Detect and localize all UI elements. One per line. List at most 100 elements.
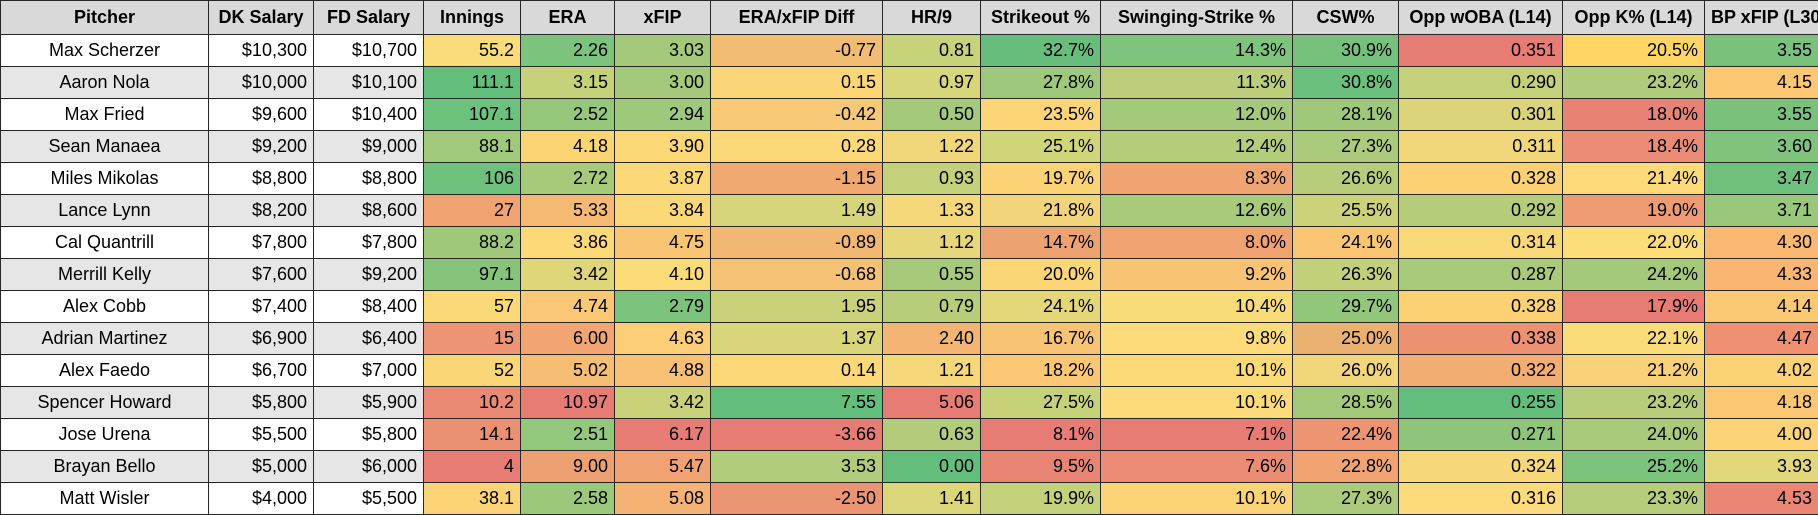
cell-bp-xfip-l30: 4.30 xyxy=(1705,227,1818,259)
cell-fd-salary: $10,700 xyxy=(314,35,424,67)
header-bp-xfip-l30: BP xFIP (L30) xyxy=(1705,1,1818,35)
cell-innings: 107.1 xyxy=(424,99,521,131)
cell-hr9: 0.50 xyxy=(883,99,981,131)
cell-era-xfip-diff: 0.15 xyxy=(711,67,883,99)
cell-era: 3.42 xyxy=(521,259,615,291)
cell-opp-woba-l14: 0.287 xyxy=(1399,259,1563,291)
cell-swinging-strike-pct: 14.3% xyxy=(1101,35,1293,67)
cell-hr9: 0.97 xyxy=(883,67,981,99)
cell-pitcher: Cal Quantrill xyxy=(1,227,209,259)
cell-xfip: 3.42 xyxy=(615,387,711,419)
cell-swinging-strike-pct: 9.2% xyxy=(1101,259,1293,291)
cell-opp-woba-l14: 0.316 xyxy=(1399,483,1563,515)
cell-era: 4.18 xyxy=(521,131,615,163)
cell-fd-salary: $9,000 xyxy=(314,131,424,163)
cell-era-xfip-diff: 1.95 xyxy=(711,291,883,323)
cell-swinging-strike-pct: 12.0% xyxy=(1101,99,1293,131)
cell-opp-k-pct-l14: 20.5% xyxy=(1563,35,1705,67)
cell-era: 2.58 xyxy=(521,483,615,515)
cell-innings: 27 xyxy=(424,195,521,227)
cell-innings: 10.2 xyxy=(424,387,521,419)
cell-pitcher: Merrill Kelly xyxy=(1,259,209,291)
cell-opp-k-pct-l14: 19.0% xyxy=(1563,195,1705,227)
cell-strikeout-pct: 25.1% xyxy=(981,131,1101,163)
cell-innings: 57 xyxy=(424,291,521,323)
cell-strikeout-pct: 19.7% xyxy=(981,163,1101,195)
cell-pitcher: Adrian Martinez xyxy=(1,323,209,355)
cell-fd-salary: $8,800 xyxy=(314,163,424,195)
cell-fd-salary: $6,000 xyxy=(314,451,424,483)
cell-hr9: 0.81 xyxy=(883,35,981,67)
cell-strikeout-pct: 18.2% xyxy=(981,355,1101,387)
cell-xfip: 3.03 xyxy=(615,35,711,67)
cell-opp-k-pct-l14: 18.0% xyxy=(1563,99,1705,131)
cell-hr9: 1.22 xyxy=(883,131,981,163)
cell-opp-woba-l14: 0.290 xyxy=(1399,67,1563,99)
cell-xfip: 4.63 xyxy=(615,323,711,355)
cell-strikeout-pct: 16.7% xyxy=(981,323,1101,355)
cell-fd-salary: $5,800 xyxy=(314,419,424,451)
cell-xfip: 3.84 xyxy=(615,195,711,227)
cell-innings: 4 xyxy=(424,451,521,483)
cell-opp-k-pct-l14: 21.2% xyxy=(1563,355,1705,387)
cell-dk-salary: $9,200 xyxy=(209,131,314,163)
cell-dk-salary: $6,900 xyxy=(209,323,314,355)
cell-fd-salary: $10,100 xyxy=(314,67,424,99)
header-strikeout-pct: Strikeout % xyxy=(981,1,1101,35)
cell-fd-salary: $6,400 xyxy=(314,323,424,355)
cell-opp-woba-l14: 0.301 xyxy=(1399,99,1563,131)
cell-opp-k-pct-l14: 24.2% xyxy=(1563,259,1705,291)
cell-strikeout-pct: 19.9% xyxy=(981,483,1101,515)
cell-era-xfip-diff: -0.77 xyxy=(711,35,883,67)
cell-strikeout-pct: 14.7% xyxy=(981,227,1101,259)
cell-csw-pct: 30.9% xyxy=(1293,35,1399,67)
cell-era: 9.00 xyxy=(521,451,615,483)
cell-pitcher: Max Fried xyxy=(1,99,209,131)
cell-swinging-strike-pct: 10.1% xyxy=(1101,355,1293,387)
cell-innings: 55.2 xyxy=(424,35,521,67)
cell-xfip: 2.79 xyxy=(615,291,711,323)
cell-opp-k-pct-l14: 17.9% xyxy=(1563,291,1705,323)
header-innings: Innings xyxy=(424,1,521,35)
cell-innings: 111.1 xyxy=(424,67,521,99)
cell-strikeout-pct: 24.1% xyxy=(981,291,1101,323)
cell-swinging-strike-pct: 7.1% xyxy=(1101,419,1293,451)
cell-xfip: 4.75 xyxy=(615,227,711,259)
cell-xfip: 5.47 xyxy=(615,451,711,483)
cell-era-xfip-diff: 1.49 xyxy=(711,195,883,227)
cell-opp-k-pct-l14: 18.4% xyxy=(1563,131,1705,163)
cell-csw-pct: 28.5% xyxy=(1293,387,1399,419)
header-xfip: xFIP xyxy=(615,1,711,35)
cell-pitcher: Alex Faedo xyxy=(1,355,209,387)
cell-pitcher: Alex Cobb xyxy=(1,291,209,323)
cell-swinging-strike-pct: 10.4% xyxy=(1101,291,1293,323)
cell-xfip: 3.00 xyxy=(615,67,711,99)
cell-bp-xfip-l30: 3.93 xyxy=(1705,451,1818,483)
cell-pitcher: Spencer Howard xyxy=(1,387,209,419)
cell-opp-woba-l14: 0.292 xyxy=(1399,195,1563,227)
cell-strikeout-pct: 27.5% xyxy=(981,387,1101,419)
cell-hr9: 1.21 xyxy=(883,355,981,387)
cell-csw-pct: 28.1% xyxy=(1293,99,1399,131)
cell-xfip: 5.08 xyxy=(615,483,711,515)
cell-bp-xfip-l30: 4.33 xyxy=(1705,259,1818,291)
cell-opp-woba-l14: 0.324 xyxy=(1399,451,1563,483)
cell-pitcher: Sean Manaea xyxy=(1,131,209,163)
cell-csw-pct: 26.6% xyxy=(1293,163,1399,195)
cell-hr9: 1.33 xyxy=(883,195,981,227)
cell-pitcher: Lance Lynn xyxy=(1,195,209,227)
cell-csw-pct: 27.3% xyxy=(1293,131,1399,163)
header-swinging-strike-pct: Swinging-Strike % xyxy=(1101,1,1293,35)
cell-dk-salary: $6,700 xyxy=(209,355,314,387)
cell-era-xfip-diff: 1.37 xyxy=(711,323,883,355)
cell-swinging-strike-pct: 10.1% xyxy=(1101,483,1293,515)
cell-hr9: 0.55 xyxy=(883,259,981,291)
cell-era-xfip-diff: -1.15 xyxy=(711,163,883,195)
